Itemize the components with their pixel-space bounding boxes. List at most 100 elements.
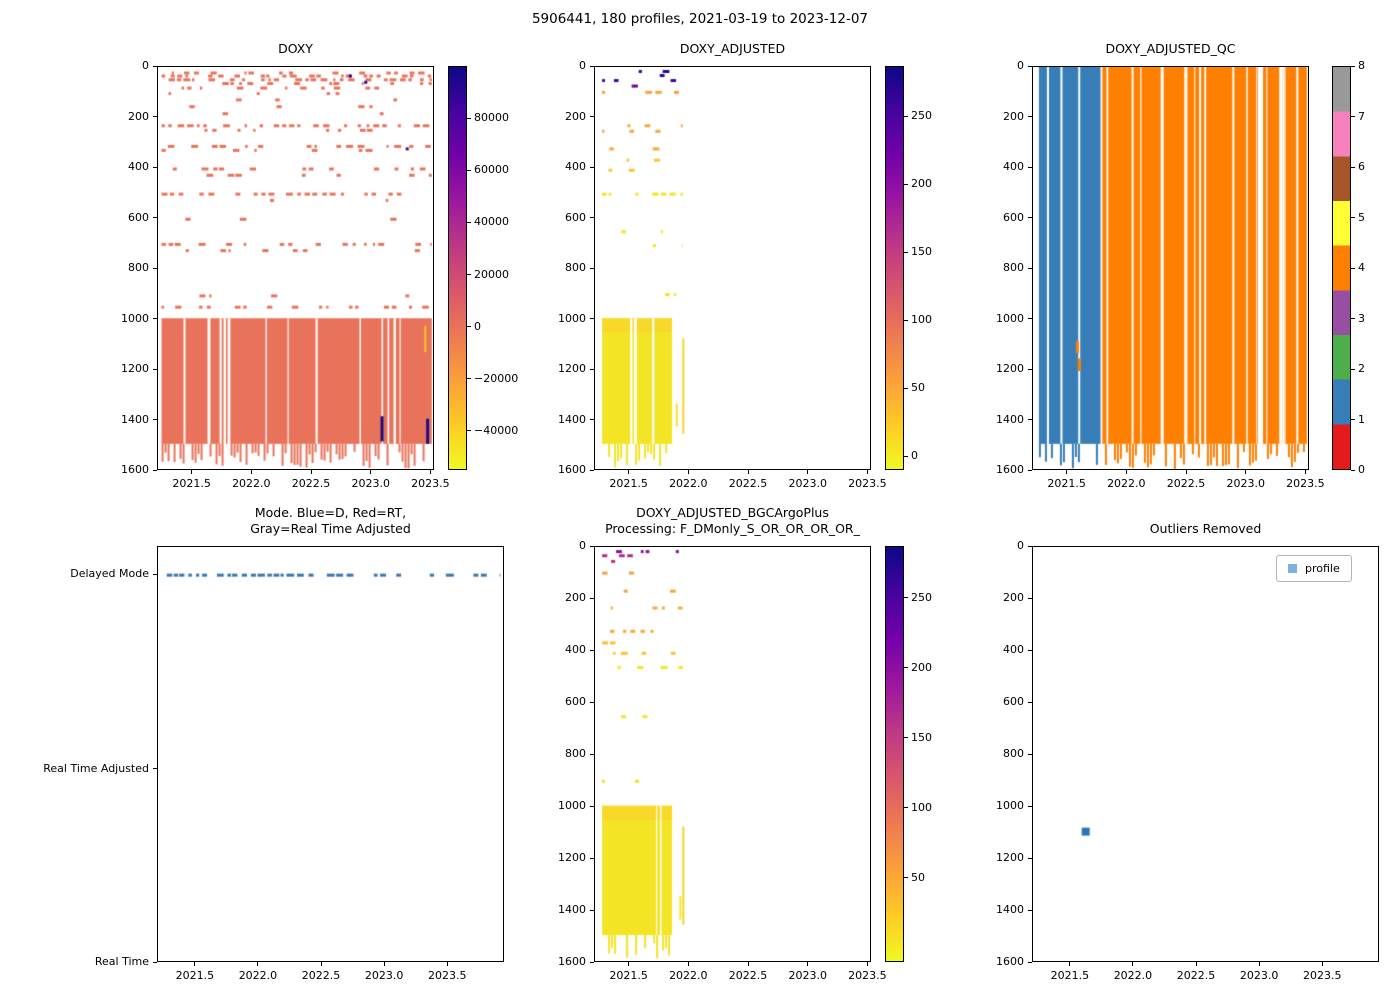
colorbar-tick-label: 150	[911, 245, 932, 259]
colorbar-tick-mark	[1351, 166, 1355, 168]
x-tick-label: 2022.0	[669, 969, 708, 982]
colorbar-tick-mark	[467, 221, 471, 223]
y-tick-mark	[1028, 909, 1032, 911]
axes-doxy-adjusted	[594, 66, 871, 470]
x-tick-label: 2021.5	[172, 477, 211, 490]
colorbar-tick-mark	[904, 667, 908, 669]
y-tick-label: 1200	[558, 362, 586, 375]
x-tick-label: 2022.0	[669, 477, 708, 490]
y-tick-label: 1600	[996, 955, 1024, 968]
y-tick-label: 0	[579, 59, 586, 72]
y-tick-label: 0	[1017, 539, 1024, 552]
y-tick-label: 200	[565, 109, 586, 123]
y-tick-mark	[1028, 116, 1032, 117]
x-tick-mark	[383, 962, 385, 966]
y-tick-mark	[153, 65, 157, 67]
x-tick-label: 2021.5	[609, 477, 648, 490]
colorbar-tick-label: 150	[911, 730, 932, 744]
colorbar-tick-label: 2	[1358, 362, 1365, 375]
colorbar-tick-mark	[467, 117, 471, 119]
colorbar-doxy	[448, 66, 467, 470]
y-tick-mark	[590, 805, 594, 807]
subplot-title-doxy: DOXY	[278, 41, 313, 56]
colorbar-doxy-adjusted	[885, 66, 904, 470]
y-tick-label: 600	[565, 210, 586, 224]
y-tick-mark	[1028, 545, 1032, 547]
y-tick-label: 1000	[558, 311, 586, 325]
colorbar-tick-mark	[904, 183, 908, 185]
x-tick-mark	[191, 470, 193, 474]
x-tick-mark	[310, 470, 312, 474]
outliers-scatter-canvas	[1033, 547, 1378, 961]
x-tick-mark	[1258, 962, 1260, 966]
x-tick-label: 2022.0	[1113, 969, 1153, 982]
y-tick-mark	[1028, 701, 1032, 703]
y-tick-label: 1400	[996, 903, 1024, 916]
colorbar-tick-mark	[904, 807, 908, 809]
y-tick-label: 400	[128, 160, 149, 173]
y-tick-label: 1400	[558, 903, 586, 916]
x-tick-label: 2022.0	[238, 969, 278, 982]
colorbar-tick-mark	[904, 319, 908, 321]
y-tick-mark	[1028, 217, 1032, 218]
doxy-heatmap-canvas	[158, 67, 433, 469]
colorbar-tick-mark	[1351, 217, 1355, 218]
mode-line-canvas	[158, 547, 503, 961]
y-tick-label: 600	[1003, 210, 1024, 224]
y-tick-label: 200	[1003, 591, 1024, 604]
colorbar-tick-label: 5	[1358, 210, 1365, 224]
x-tick-mark	[866, 962, 868, 966]
y-tick-label: 800	[1003, 747, 1024, 760]
colorbar-tick-mark	[1351, 469, 1355, 471]
x-tick-mark	[747, 962, 749, 966]
x-tick-mark	[1185, 470, 1187, 474]
y-tick-label: 1200	[558, 851, 586, 864]
y-tick-mark	[590, 597, 594, 599]
y-tick-mark	[590, 701, 594, 703]
colorbar-tick-mark	[904, 251, 908, 253]
colorbar-tick-label: 1	[1358, 412, 1365, 426]
x-tick-label: 2021.5	[609, 969, 648, 982]
y-tick-mark	[1028, 597, 1032, 599]
x-tick-label: 2023.5	[848, 477, 887, 490]
y-tick-mark	[590, 419, 594, 420]
colorbar-tick-label: −20000	[474, 371, 519, 385]
x-tick-label: 2022.0	[1107, 477, 1146, 490]
x-tick-label: 2023.0	[788, 477, 827, 490]
y-tick-label: 800	[565, 261, 586, 274]
x-tick-label: 2022.5	[291, 477, 331, 490]
axes-doxy	[157, 66, 434, 470]
x-tick-mark	[1066, 470, 1068, 474]
y-tick-label: 400	[1003, 643, 1024, 656]
x-tick-label: 2021.5	[1047, 477, 1086, 490]
x-tick-mark	[1321, 962, 1323, 966]
colorbar-tick-label: 250	[911, 590, 932, 604]
colorbar-tick-mark	[1351, 65, 1355, 67]
x-tick-mark	[250, 470, 252, 474]
y-tick-label: 600	[565, 695, 586, 708]
y-tick-mark	[153, 166, 157, 168]
x-tick-mark	[446, 962, 448, 966]
subplot-title-mode: Mode. Blue=D, Red=RT, Gray=Real Time Adj…	[250, 505, 411, 536]
y-tick-mark	[590, 857, 594, 859]
colorbar-tick-label: 7	[1358, 109, 1365, 123]
y-tick-label: 1000	[558, 799, 586, 812]
colorbar-tick-label: 200	[911, 660, 932, 674]
y-tick-mark	[1028, 961, 1032, 963]
colorbar-tick-label: 0	[911, 449, 918, 463]
y-tick-mark	[153, 116, 157, 117]
subplot-title-doxy-adjusted-qc: DOXY_ADJUSTED_QC	[1105, 41, 1236, 56]
y-tick-label: 400	[565, 643, 586, 656]
x-tick-mark	[628, 470, 630, 474]
y-tick-mark	[1028, 419, 1032, 420]
doxy-adjusted-qc-heatmap-canvas	[1033, 67, 1308, 469]
colorbar-tick-mark	[467, 274, 471, 276]
y-tick-label: 600	[1003, 695, 1024, 708]
y-tick-label: 1600	[996, 463, 1024, 476]
x-tick-mark	[1195, 962, 1197, 966]
colorbar-tick-mark	[904, 597, 908, 599]
colorbar-tick-label: 3	[1358, 311, 1365, 325]
y-tick-mark	[153, 267, 157, 269]
x-tick-mark	[429, 470, 431, 474]
